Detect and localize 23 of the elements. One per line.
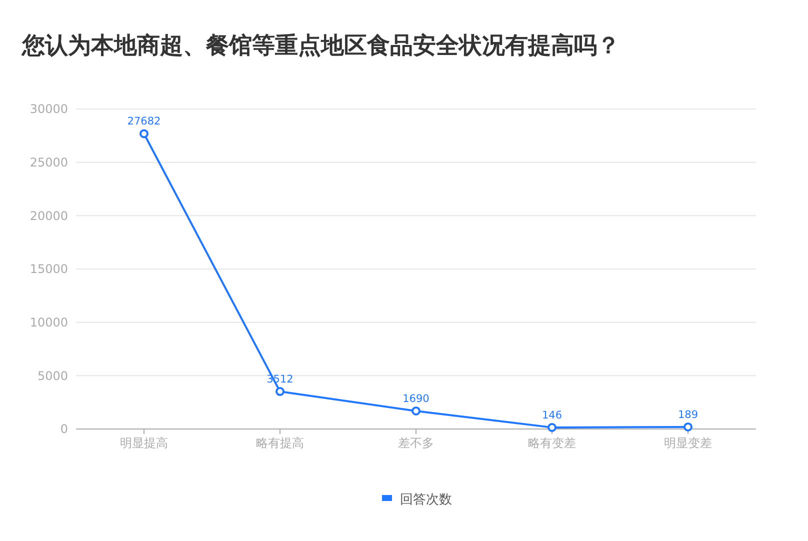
point — [684, 422, 692, 432]
y-tick-label: 25000 — [30, 156, 68, 170]
x-tick-label: 略有提高 — [256, 436, 304, 450]
point — [276, 387, 284, 396]
legend-label: 回答次数 — [400, 492, 452, 508]
y-tick-label: 20000 — [30, 208, 68, 223]
point — [548, 422, 556, 432]
point — [140, 129, 148, 138]
data-label: 27682 — [127, 116, 161, 128]
y-tick-label: 0 — [60, 422, 68, 436]
y-tick-label: 5000 — [37, 368, 68, 383]
chart-title: 您认为本地商超、餐馆等重点地区食品安全状况有提高吗？ — [21, 32, 620, 59]
y-tick-label: 10000 — [30, 316, 68, 330]
x-tick-label: 明显提高 — [120, 436, 168, 450]
x-tick-label: 明显变差 — [664, 436, 712, 450]
x-tick-label: 差不多 — [398, 436, 434, 450]
y-tick-label: 15000 — [30, 262, 68, 276]
point — [412, 406, 420, 416]
x-tick-label: 略有变差 — [528, 436, 576, 450]
y-tick-label: 30000 — [30, 102, 68, 116]
data-label: 146 — [542, 409, 562, 422]
data-label: 189 — [678, 408, 698, 421]
data-label: 1690 — [402, 392, 430, 405]
